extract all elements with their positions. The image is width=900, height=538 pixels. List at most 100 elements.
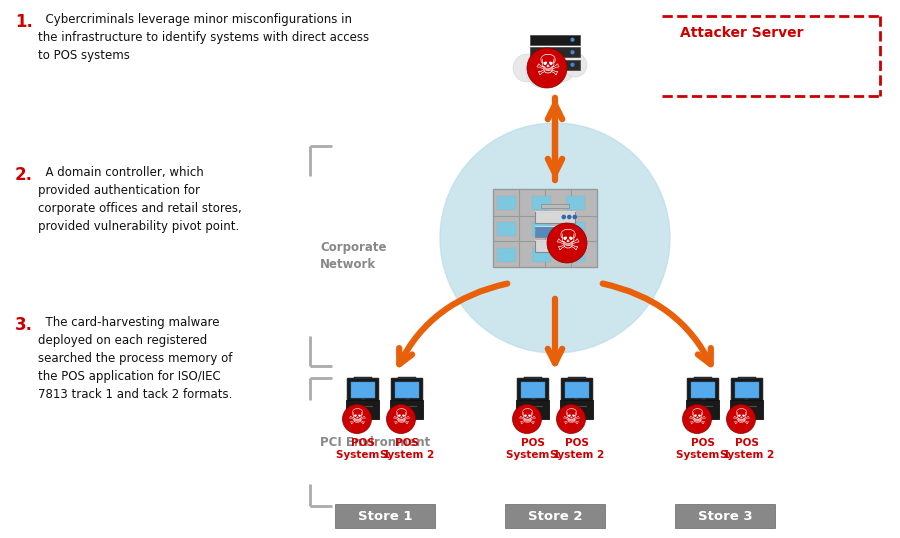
Circle shape	[572, 63, 574, 66]
FancyBboxPatch shape	[335, 504, 435, 528]
FancyBboxPatch shape	[530, 47, 580, 57]
FancyBboxPatch shape	[735, 383, 759, 398]
FancyBboxPatch shape	[530, 35, 580, 45]
FancyBboxPatch shape	[398, 377, 416, 379]
FancyBboxPatch shape	[346, 400, 380, 420]
FancyBboxPatch shape	[532, 196, 551, 210]
Text: Corporate
Network: Corporate Network	[320, 240, 386, 272]
FancyBboxPatch shape	[493, 189, 597, 267]
FancyBboxPatch shape	[694, 377, 712, 379]
Circle shape	[682, 405, 712, 434]
Text: POS: POS	[565, 438, 589, 448]
Text: Store 3: Store 3	[698, 509, 752, 522]
FancyBboxPatch shape	[744, 397, 750, 403]
FancyBboxPatch shape	[530, 397, 536, 403]
FancyBboxPatch shape	[518, 378, 549, 402]
Text: Store 1: Store 1	[358, 509, 412, 522]
Text: System 2: System 2	[550, 450, 604, 460]
Text: POS: POS	[691, 438, 715, 448]
FancyBboxPatch shape	[675, 504, 775, 528]
Circle shape	[513, 54, 541, 82]
Circle shape	[526, 54, 560, 88]
FancyBboxPatch shape	[497, 222, 516, 236]
Circle shape	[512, 405, 542, 434]
FancyBboxPatch shape	[521, 383, 544, 398]
Circle shape	[572, 38, 574, 41]
Circle shape	[546, 52, 576, 82]
FancyBboxPatch shape	[565, 383, 589, 398]
Text: Attacker Server: Attacker Server	[680, 26, 804, 40]
Circle shape	[562, 230, 565, 233]
FancyBboxPatch shape	[535, 211, 575, 223]
Circle shape	[568, 230, 571, 233]
Text: POS: POS	[351, 438, 375, 448]
FancyBboxPatch shape	[524, 377, 542, 379]
FancyBboxPatch shape	[532, 247, 551, 262]
Circle shape	[562, 244, 565, 247]
FancyBboxPatch shape	[351, 383, 374, 398]
Circle shape	[440, 123, 670, 353]
FancyBboxPatch shape	[561, 400, 594, 420]
FancyBboxPatch shape	[562, 378, 593, 402]
FancyBboxPatch shape	[497, 196, 516, 210]
Text: 2.: 2.	[15, 166, 33, 184]
FancyBboxPatch shape	[392, 378, 423, 402]
Circle shape	[568, 244, 571, 247]
Circle shape	[563, 53, 587, 77]
Circle shape	[573, 244, 576, 247]
Text: Cybercriminals leverage minor misconfigurations in
the infrastructure to identif: Cybercriminals leverage minor misconfigu…	[38, 13, 369, 62]
FancyBboxPatch shape	[361, 397, 365, 403]
FancyBboxPatch shape	[691, 383, 715, 398]
FancyBboxPatch shape	[731, 378, 763, 402]
Text: ☠: ☠	[554, 229, 580, 257]
FancyBboxPatch shape	[737, 406, 757, 407]
FancyBboxPatch shape	[567, 406, 587, 407]
FancyBboxPatch shape	[535, 240, 575, 252]
Text: System 2: System 2	[380, 450, 434, 460]
FancyBboxPatch shape	[391, 400, 424, 420]
Circle shape	[386, 405, 416, 434]
FancyBboxPatch shape	[497, 247, 516, 262]
FancyBboxPatch shape	[395, 383, 419, 398]
Circle shape	[573, 230, 576, 233]
Circle shape	[568, 215, 571, 218]
Circle shape	[572, 51, 574, 54]
FancyBboxPatch shape	[731, 400, 763, 420]
FancyBboxPatch shape	[566, 222, 585, 236]
Text: ☠: ☠	[732, 408, 751, 428]
FancyBboxPatch shape	[700, 397, 706, 403]
Circle shape	[726, 405, 755, 434]
Circle shape	[547, 223, 587, 263]
Text: POS: POS	[395, 438, 419, 448]
Text: POS: POS	[521, 438, 544, 448]
Text: ☠: ☠	[347, 408, 366, 428]
FancyBboxPatch shape	[693, 406, 713, 407]
Text: 1.: 1.	[15, 13, 33, 31]
Text: System 1: System 1	[506, 450, 560, 460]
FancyBboxPatch shape	[688, 378, 719, 402]
FancyBboxPatch shape	[347, 378, 379, 402]
Text: System 1: System 1	[336, 450, 390, 460]
FancyBboxPatch shape	[530, 60, 580, 70]
FancyBboxPatch shape	[566, 196, 585, 210]
FancyBboxPatch shape	[517, 400, 550, 420]
Circle shape	[343, 405, 372, 434]
Text: A domain controller, which
provided authentication for
corporate offices and ret: A domain controller, which provided auth…	[38, 166, 242, 233]
FancyBboxPatch shape	[568, 377, 586, 379]
Text: ☠: ☠	[562, 408, 580, 428]
Text: System 1: System 1	[676, 450, 730, 460]
FancyBboxPatch shape	[354, 406, 373, 407]
Text: ☠: ☠	[688, 408, 706, 428]
FancyBboxPatch shape	[535, 226, 575, 237]
FancyBboxPatch shape	[574, 397, 580, 403]
Circle shape	[527, 48, 567, 88]
Circle shape	[573, 215, 576, 218]
Text: PCI Environment: PCI Environment	[320, 435, 430, 449]
FancyBboxPatch shape	[687, 400, 720, 420]
FancyBboxPatch shape	[404, 397, 410, 403]
FancyBboxPatch shape	[738, 377, 756, 379]
Text: ☠: ☠	[534, 53, 560, 81]
FancyBboxPatch shape	[505, 504, 605, 528]
Text: Store 2: Store 2	[527, 509, 582, 522]
FancyBboxPatch shape	[398, 406, 417, 407]
